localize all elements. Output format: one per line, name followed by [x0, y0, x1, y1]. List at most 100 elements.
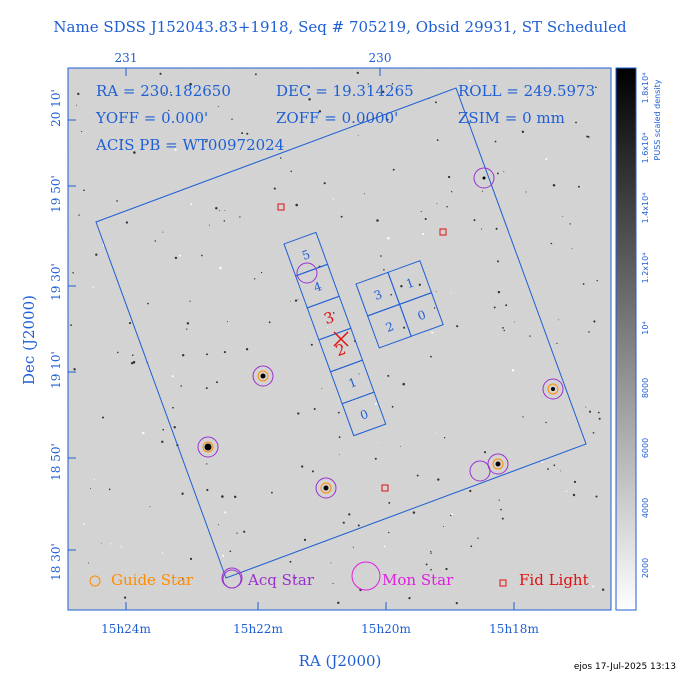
background-star	[601, 588, 605, 591]
background-star	[592, 585, 595, 588]
background-star	[332, 312, 335, 314]
background-star	[422, 233, 425, 235]
background-star	[392, 168, 395, 171]
background-star	[573, 480, 577, 483]
background-star	[575, 121, 577, 124]
background-star	[303, 538, 307, 542]
background-star	[425, 563, 428, 566]
background-star	[418, 283, 421, 286]
background-star	[201, 254, 203, 257]
guide-star-3	[202, 441, 214, 453]
background-star	[169, 91, 172, 94]
background-star	[72, 271, 74, 274]
background-star	[95, 253, 98, 256]
bottom-tick-3: 15h20m	[361, 622, 411, 636]
background-star	[121, 139, 123, 141]
background-star	[390, 293, 393, 296]
background-star	[129, 88, 131, 90]
background-star	[83, 523, 85, 525]
background-star	[521, 130, 525, 134]
background-star	[215, 207, 218, 210]
background-star	[101, 542, 102, 544]
background-star	[487, 297, 489, 299]
background-star	[205, 387, 208, 390]
background-star	[174, 148, 177, 151]
background-star	[348, 513, 351, 516]
background-star	[186, 328, 188, 330]
background-star	[161, 440, 164, 444]
background-star	[386, 118, 389, 121]
info-roll: ROLL = 249.5973	[458, 82, 595, 100]
background-star	[545, 158, 548, 161]
background-star	[376, 219, 379, 222]
background-star	[552, 184, 556, 187]
fid-light-2	[439, 228, 447, 236]
background-star	[493, 306, 496, 309]
background-star	[400, 445, 402, 447]
legend-acq-icon	[222, 569, 242, 589]
guide-star-5	[320, 482, 332, 494]
background-star	[168, 109, 170, 112]
background-star	[377, 442, 379, 444]
background-star	[497, 290, 501, 294]
background-star	[73, 368, 76, 371]
colorbar-tick-label: 1.2x10⁴	[641, 253, 650, 284]
background-star	[236, 532, 238, 534]
top-tick-230: 230	[369, 51, 392, 65]
legend-fid-label: Fid Light	[519, 571, 589, 589]
left-tick-3: 19 30'	[49, 263, 63, 301]
background-star	[83, 189, 85, 192]
background-star	[116, 200, 118, 202]
background-star	[88, 562, 89, 564]
background-star	[435, 431, 437, 433]
background-stars	[70, 71, 605, 605]
background-star	[412, 511, 416, 514]
background-star	[123, 596, 127, 599]
background-star	[243, 530, 246, 533]
background-star	[326, 326, 329, 329]
background-star	[391, 405, 394, 408]
colorbar-tick-label: 1.4x10⁴	[641, 193, 650, 224]
background-star	[505, 304, 508, 307]
background-star	[295, 203, 299, 207]
background-star	[337, 411, 340, 414]
background-star	[481, 190, 483, 192]
background-star	[206, 488, 209, 492]
background-star	[374, 457, 377, 460]
background-star	[483, 451, 487, 454]
guide-star-1	[257, 370, 269, 382]
background-star	[450, 292, 452, 294]
background-star	[128, 322, 132, 325]
background-star	[108, 488, 111, 491]
acq-star-1	[473, 167, 495, 189]
background-star	[318, 110, 322, 113]
background-star	[498, 499, 500, 501]
background-star	[388, 531, 390, 534]
background-star	[308, 98, 311, 101]
background-star	[178, 254, 182, 257]
background-star	[586, 135, 589, 138]
background-star	[253, 278, 256, 280]
background-star	[497, 260, 499, 263]
background-star	[431, 331, 434, 334]
background-star	[163, 92, 165, 94]
background-star	[289, 301, 291, 302]
background-star	[503, 171, 505, 173]
background-star	[572, 493, 576, 497]
left-tick-2: 19 50'	[49, 175, 63, 213]
background-star	[547, 468, 549, 470]
background-star	[172, 406, 174, 409]
background-star	[374, 402, 377, 405]
background-star	[133, 151, 136, 154]
background-star	[477, 537, 479, 539]
info-ra: RA = 230.182650	[96, 82, 231, 100]
background-star	[219, 266, 222, 270]
background-star	[469, 489, 472, 493]
background-star	[120, 545, 123, 548]
background-star	[416, 474, 419, 477]
legend-mon-label: Mon Star	[382, 571, 454, 589]
background-star	[218, 524, 220, 526]
background-star	[588, 331, 590, 333]
background-star	[271, 491, 273, 494]
background-star	[502, 327, 504, 329]
